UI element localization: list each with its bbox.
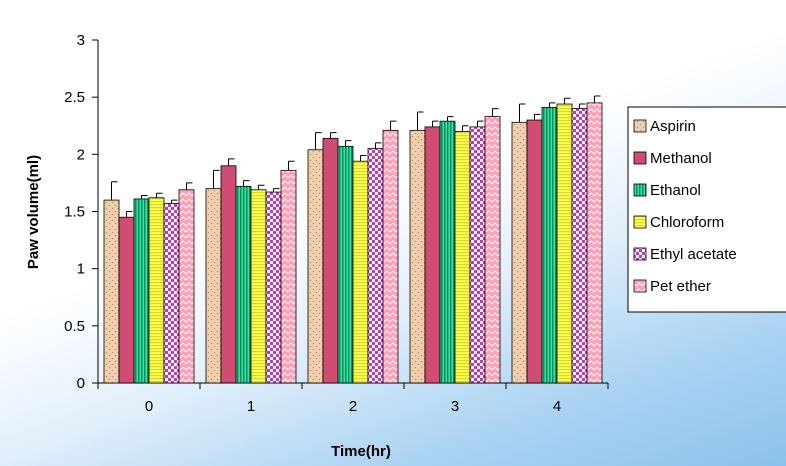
- y-axis-title: Paw volume(ml): [25, 155, 42, 269]
- error-bar: [390, 120, 397, 131]
- error-bar: [462, 125, 469, 132]
- bar: [148, 197, 165, 384]
- legend-label: Pet ether: [650, 278, 711, 295]
- axis-labels: Paw volume(ml) Time(hr): [25, 155, 391, 460]
- x-tick-label: 4: [553, 398, 561, 415]
- error-bar: [243, 180, 250, 187]
- error-bar: [213, 169, 220, 189]
- error-bar: [579, 103, 586, 109]
- error-bar: [258, 184, 265, 190]
- bar: [103, 199, 120, 384]
- bar: [118, 216, 135, 384]
- legend-label: Methanol: [650, 150, 712, 167]
- y-tick-label: 0.5: [64, 318, 85, 335]
- y-tick-label: 2.5: [64, 89, 85, 106]
- error-bar: [228, 158, 235, 166]
- error-bar: [141, 194, 148, 199]
- bar: [586, 102, 603, 384]
- legend-swatch: [633, 215, 647, 229]
- bar: [220, 165, 237, 384]
- legend-swatch: [633, 151, 647, 165]
- bar: [307, 149, 324, 384]
- error-bar: [315, 132, 322, 150]
- bar: [511, 121, 528, 384]
- error-bar: [549, 102, 556, 108]
- bar: [424, 126, 441, 384]
- error-bar: [594, 95, 601, 103]
- error-bar: [519, 103, 526, 123]
- bar: [367, 148, 384, 384]
- bar: [235, 185, 252, 384]
- legend-swatch: [633, 183, 647, 197]
- bar: [250, 189, 267, 384]
- error-bar: [417, 111, 424, 131]
- x-tick-label: 1: [247, 398, 255, 415]
- bars: [103, 95, 603, 384]
- y-tick-label: 1.5: [64, 204, 85, 221]
- error-bar: [126, 211, 133, 218]
- y-tick-label: 2: [77, 146, 85, 163]
- error-bar: [111, 181, 118, 201]
- legend-box: [627, 106, 786, 313]
- bar: [265, 191, 282, 384]
- legend-swatch: [633, 119, 647, 133]
- bar: [352, 160, 369, 384]
- bar: [484, 116, 501, 384]
- bar: [163, 203, 180, 384]
- error-bar: [330, 132, 337, 139]
- error-bar: [273, 188, 280, 193]
- error-bar: [171, 199, 178, 204]
- error-bar: [156, 192, 163, 198]
- legend-swatch: [633, 279, 647, 293]
- error-bar: [186, 182, 193, 190]
- x-tick-label: 3: [451, 398, 459, 415]
- x-tick-label: 0: [145, 398, 153, 415]
- error-bar: [564, 97, 571, 105]
- bar: [133, 198, 150, 384]
- y-tick-label: 0: [77, 375, 85, 392]
- legend: Aspirin Methanol Ethanol Chloroform Ethyl ac…: [627, 106, 786, 313]
- bar: [439, 120, 456, 384]
- bar: [526, 119, 543, 384]
- error-bar: [432, 120, 439, 127]
- bar: [469, 126, 486, 384]
- x-axis-title: Time(hr): [331, 443, 391, 460]
- bar: [556, 103, 573, 384]
- error-bar: [375, 142, 382, 149]
- y-tick-label: 1: [77, 261, 85, 278]
- error-bar: [477, 120, 484, 127]
- axes: 0 0.5 1 1.5 2 2.5 3 0 1 2 3 4: [64, 32, 609, 415]
- legend-label: Chloroform: [650, 214, 724, 231]
- legend-label: Ethanol: [650, 182, 701, 199]
- bar: [280, 169, 297, 384]
- bar: [205, 188, 222, 384]
- bar: [178, 189, 195, 384]
- bar: [571, 108, 588, 384]
- legend-label: Aspirin: [650, 118, 696, 135]
- bar: [382, 129, 399, 384]
- legend-swatch: [633, 247, 647, 261]
- error-bar: [447, 116, 454, 122]
- bar: [454, 131, 471, 384]
- bar: [322, 137, 339, 384]
- bar: [541, 107, 558, 384]
- y-tick-label: 3: [77, 32, 85, 49]
- x-tick-label: 2: [349, 398, 357, 415]
- error-bar: [345, 140, 352, 147]
- error-bar: [288, 160, 295, 171]
- error-bar: [360, 154, 367, 162]
- error-bar: [492, 108, 499, 117]
- legend-label: Ethyl acetate: [650, 246, 737, 263]
- error-bar: [534, 113, 541, 121]
- bar: [337, 145, 354, 384]
- bar: [409, 129, 426, 384]
